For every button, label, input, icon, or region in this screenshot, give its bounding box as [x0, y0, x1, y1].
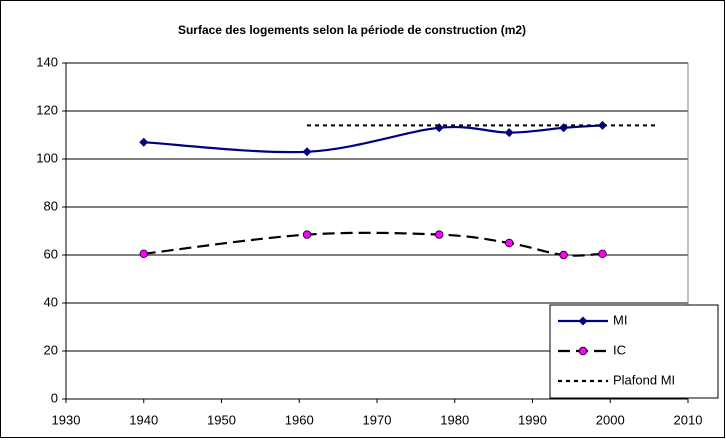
y-tick-label: 0	[51, 390, 58, 405]
x-tick-label: 1950	[207, 412, 236, 427]
x-tick-label: 2010	[674, 412, 703, 427]
x-tick-label: 1980	[440, 412, 469, 427]
point	[302, 147, 312, 157]
x-tick-label: 1990	[518, 412, 547, 427]
x-tick-label: 1930	[52, 412, 81, 427]
point	[504, 128, 514, 138]
point	[302, 230, 312, 239]
legend-marker	[578, 346, 588, 356]
point	[559, 250, 568, 260]
chart-title: Surface des logements selon la période d…	[178, 23, 526, 37]
point	[504, 238, 514, 248]
legend-label: Plafond MI	[613, 372, 675, 387]
y-tick-label: 140	[36, 54, 58, 69]
y-tick-label: 60	[44, 246, 58, 261]
point	[139, 249, 148, 258]
y-tick-label: 120	[36, 102, 58, 117]
y-tick-label: 40	[44, 294, 58, 309]
y-tick-label: 80	[44, 198, 58, 213]
point	[597, 120, 607, 130]
legend-marker	[578, 316, 588, 326]
x-tick-label: 1970	[363, 412, 392, 427]
y-tick-label: 20	[44, 342, 58, 357]
point	[598, 249, 607, 258]
legend-label: MI	[613, 312, 627, 327]
x-tick-label: 1940	[129, 412, 158, 427]
y-tick-label: 100	[36, 150, 58, 165]
point	[139, 137, 149, 147]
point	[435, 230, 444, 239]
x-tick-label: 2000	[596, 412, 625, 427]
legend-label: IC	[613, 342, 626, 357]
x-tick-label: 1960	[285, 412, 314, 427]
